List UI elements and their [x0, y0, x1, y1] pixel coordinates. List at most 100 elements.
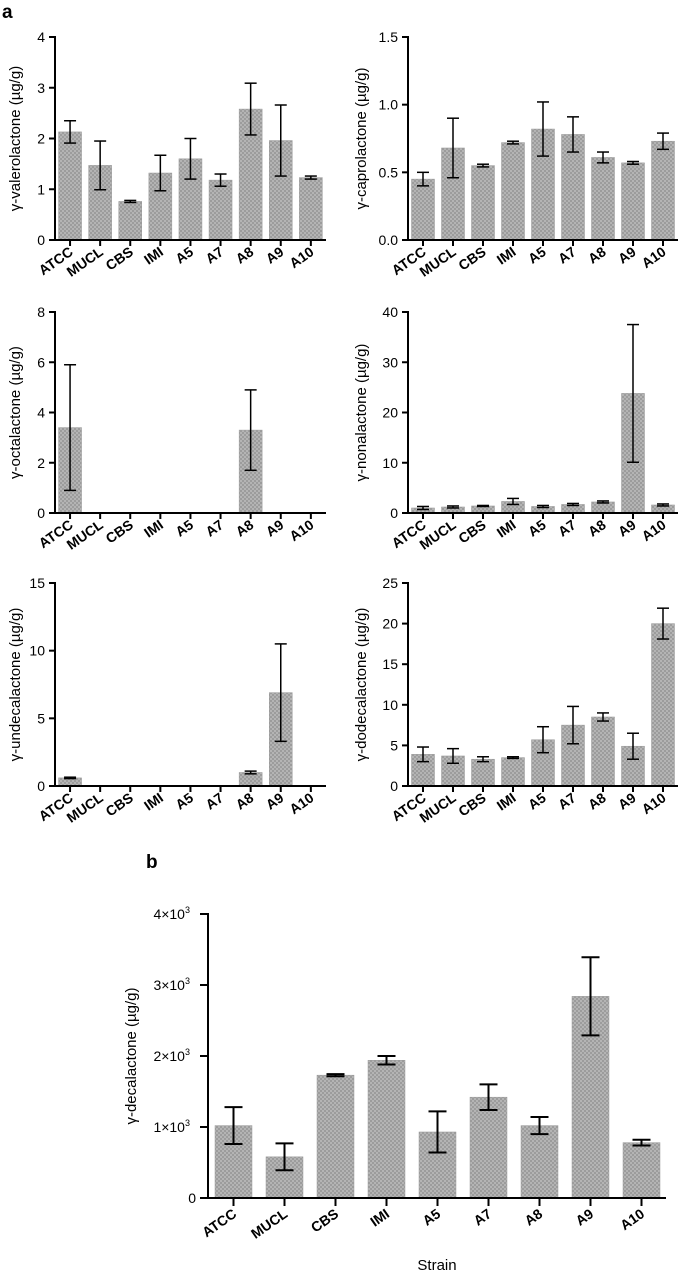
chart6-y-tick-label: 15 — [382, 656, 398, 672]
chart1-bar-A7 — [208, 179, 233, 241]
chart7-category-label-MUCL: MUCL — [248, 1205, 291, 1242]
chart1-bar-A10 — [299, 177, 323, 241]
chart1-category-label-A7: A7 — [202, 243, 226, 266]
chart3-category-label-A10: A10 — [286, 516, 316, 544]
chart2-category-label-IMI: IMI — [494, 243, 519, 267]
chart6-bar-CBS — [471, 758, 495, 787]
chart7-category-label-ATCC: ATCC — [199, 1205, 239, 1240]
chart2-category-label-A5: A5 — [525, 243, 549, 266]
chart5-category-label-IMI: IMI — [141, 789, 166, 813]
chart2-bar-A8 — [591, 157, 615, 241]
chart3-category-label-IMI: IMI — [141, 516, 166, 540]
chart6-bar-A8 — [591, 716, 615, 787]
chart6-y-tick-label: 5 — [390, 737, 398, 753]
chart2-category-label-A8: A8 — [585, 243, 609, 266]
chart2-bar-A9 — [621, 162, 645, 241]
chart4-y-tick-label: 30 — [382, 354, 398, 370]
chart3-y-tick-label: 6 — [37, 354, 45, 370]
chart7-bar-A10 — [622, 1142, 661, 1199]
chart7-category-label-IMI: IMI — [367, 1205, 392, 1229]
chart7-bar-IMI — [367, 1060, 406, 1199]
chart1-category-label-A8: A8 — [233, 243, 257, 266]
chart7-category-label-A5: A5 — [419, 1205, 443, 1228]
chart2-bar-ATCC — [411, 178, 435, 241]
chart7-category-label-A7: A7 — [470, 1205, 494, 1228]
chart1-category-label-IMI: IMI — [141, 243, 166, 267]
chart7-category-label-CBS: CBS — [308, 1205, 341, 1235]
chart6-category-label-A7: A7 — [555, 789, 579, 812]
chart7-y-tick-label: 3×103 — [153, 976, 190, 993]
chart4-category-label-IMI: IMI — [494, 516, 519, 540]
chart5-category-label-A10: A10 — [286, 789, 316, 817]
chart5-y-tick-label: 5 — [37, 710, 45, 726]
chart1-y-tick-label: 4 — [37, 29, 45, 45]
chart2-bar-A10 — [651, 140, 675, 241]
chart3-y-tick-label: 2 — [37, 455, 45, 471]
chart2-y-tick-label: 0.5 — [379, 164, 399, 180]
chart6-y-axis-title: γ-dodecalactone (µg/g) — [353, 608, 370, 762]
chart6-category-label-CBS: CBS — [455, 789, 488, 819]
chart4-category-label-A8: A8 — [585, 516, 609, 539]
panel-label-a: a — [2, 2, 13, 23]
chart1-y-tick-label: 3 — [37, 80, 45, 96]
chart1-category-label-A9: A9 — [263, 243, 287, 266]
chart4-category-label-CBS: CBS — [455, 516, 488, 546]
chart3-y-tick-label: 0 — [37, 505, 45, 521]
chart2-category-label-CBS: CBS — [455, 243, 488, 273]
chart4-y-tick-label: 40 — [382, 304, 398, 320]
chart4-category-label-A9: A9 — [615, 516, 639, 539]
chart3-y-tick-label: 4 — [37, 405, 45, 421]
chart6-y-tick-label: 20 — [382, 616, 398, 632]
chart3-y-tick-label: 8 — [37, 304, 45, 320]
chart5-category-label-A8: A8 — [233, 789, 257, 812]
chart6-bar-IMI — [501, 757, 525, 787]
chart6-category-label-A5: A5 — [525, 789, 549, 812]
chart3-category-label-A8: A8 — [233, 516, 257, 539]
chart6-bar-A10 — [651, 623, 675, 787]
chart4-category-label-A5: A5 — [525, 516, 549, 539]
chart5-category-label-A7: A7 — [202, 789, 226, 812]
chart5-y-tick-label: 0 — [37, 778, 45, 794]
chart5-category-label-CBS: CBS — [103, 789, 136, 819]
chart6-y-tick-label: 0 — [390, 778, 398, 794]
chart4-category-label-A7: A7 — [555, 516, 579, 539]
chart1-y-axis-title: γ-valerolactone (µg/g) — [7, 66, 24, 211]
chart7-y-tick-label: 4×103 — [153, 905, 190, 922]
chart6-category-label-A8: A8 — [585, 789, 609, 812]
chart2-bar-IMI — [501, 142, 525, 241]
chart7-y-tick-label: 0 — [188, 1190, 196, 1206]
chart1-category-label-A10: A10 — [286, 243, 316, 271]
chart1-y-tick-label: 2 — [37, 131, 45, 147]
chart5-category-label-A9: A9 — [263, 789, 287, 812]
chart2-y-tick-label: 1.5 — [379, 29, 399, 45]
chart2-category-label-A7: A7 — [555, 243, 579, 266]
chart7-category-label-A10: A10 — [617, 1205, 647, 1233]
chart4-y-tick-label: 0 — [390, 505, 398, 521]
chart3-category-label-A5: A5 — [172, 516, 196, 539]
chart6-category-label-A9: A9 — [615, 789, 639, 812]
chart3-category-label-A7: A7 — [202, 516, 226, 539]
chart6-y-tick-label: 10 — [382, 697, 398, 713]
chart1-y-tick-label: 1 — [37, 181, 45, 197]
chart6-y-tick-label: 25 — [382, 575, 398, 591]
chart1-y-tick-label: 0 — [37, 232, 45, 248]
chart3-category-label-A9: A9 — [263, 516, 287, 539]
chart1-category-label-A5: A5 — [172, 243, 196, 266]
chart2-y-axis-title: γ-caprolactone (µg/g) — [353, 67, 370, 209]
chart7-category-label-A9: A9 — [572, 1205, 596, 1228]
chart7-bar-A8 — [520, 1125, 559, 1199]
chart3-category-label-CBS: CBS — [103, 516, 136, 546]
chart7-category-label-A8: A8 — [521, 1205, 545, 1228]
chart2-y-tick-label: 0.0 — [379, 232, 399, 248]
chart5-y-tick-label: 10 — [29, 643, 45, 659]
chart1-bar-CBS — [118, 201, 142, 241]
chart1-category-label-CBS: CBS — [103, 243, 136, 273]
chart2-category-label-A10: A10 — [639, 243, 669, 271]
panel-label-b: b — [146, 852, 158, 873]
chart4-y-tick-label: 20 — [382, 405, 398, 421]
chart7-y-tick-label: 2×103 — [153, 1047, 190, 1064]
chart4-category-label-A10: A10 — [639, 516, 669, 544]
chart4-y-tick-label: 10 — [382, 455, 398, 471]
chart5-y-axis-title: γ-undecalactone (µg/g) — [7, 608, 24, 762]
